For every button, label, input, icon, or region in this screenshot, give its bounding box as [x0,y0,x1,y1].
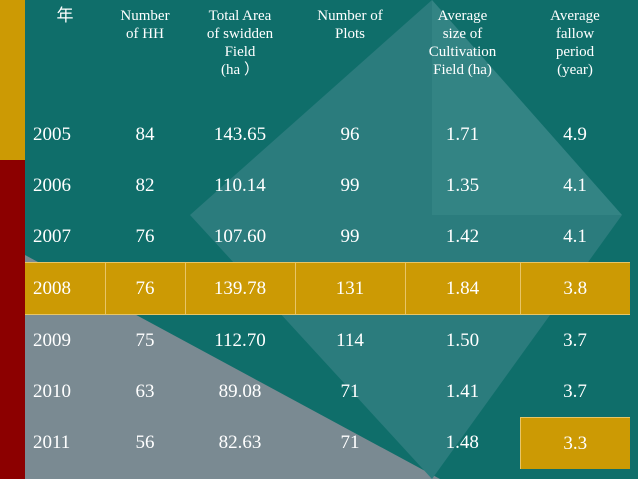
cell-number-of-plots: 99 [340,225,360,247]
cell-year: 2007 [33,225,71,247]
cell-average-size: 1.50 [445,329,480,351]
table-row: 2005 84 143.65 96 1.71 4.9 [25,109,630,160]
cell-year: 2006 [33,174,71,196]
header-number-of-plots: Number of Plots [317,8,383,42]
table-row: 2007 76 107.60 99 1.42 4.1 [25,211,630,263]
cell-total-area: 107.60 [213,225,267,247]
cell-total-area: 82.63 [218,432,262,454]
header-average-fallow: Average fallow period (year) [550,8,600,78]
cell-number-of-plots: 131 [294,262,405,315]
cell-average-fallow: 4.1 [563,225,587,247]
table-header-row: 年 Number of HH Total Area of swidden Fie… [25,0,630,109]
cell-number-of-hh: 56 [135,432,155,454]
cell-average-size: 1.84 [404,262,520,315]
cell-average-size: 1.35 [445,174,480,196]
cell-total-area: 139.78 [184,262,295,315]
header-number-of-hh: Number of HH [120,8,170,42]
header-year: 年 [56,6,74,25]
cell-average-size: 1.41 [445,380,480,402]
cell-average-fallow: 3.7 [563,380,587,402]
table-row: 2009 75 112.70 114 1.50 3.7 [25,315,630,367]
cell-average-fallow-highlighted: 3.3 [519,417,630,469]
cell-number-of-hh: 63 [135,380,155,402]
cell-total-area: 110.14 [214,174,266,196]
accent-bar-gold [0,0,25,160]
cell-number-of-hh: 75 [135,329,155,351]
cell-year: 2010 [33,380,71,402]
header-average-size: Average size of Cultivation Field (ha) [428,8,497,78]
cell-number-of-plots: 114 [336,329,364,351]
cell-year: 2008 [25,262,105,315]
cell-average-size: 1.71 [445,123,480,145]
header-total-area: Total Area of swidden Field (ha ） [206,8,274,78]
cell-number-of-hh: 76 [135,225,155,247]
cell-average-fallow: 3.7 [563,329,587,351]
cell-total-area: 143.65 [213,123,267,145]
table-row: 2011 56 82.63 71 1.48 3.3 [25,417,630,469]
cell-average-size: 1.48 [445,432,479,454]
swidden-data-table: 年 Number of HH Total Area of swidden Fie… [25,0,630,469]
cell-number-of-hh: 76 [104,262,185,315]
accent-bar-red [0,160,25,479]
cell-year: 2005 [33,123,71,145]
diamond-highlight-shape [432,0,622,215]
cell-total-area: 112.70 [214,329,266,351]
cell-number-of-plots: 96 [340,123,360,145]
cell-number-of-hh: 82 [135,174,155,196]
cell-number-of-plots: 71 [340,380,360,402]
cell-number-of-hh: 84 [135,123,155,145]
table-row: 2006 82 110.14 99 1.35 4.1 [25,160,630,211]
cell-average-fallow: 4.9 [563,123,587,145]
cell-year: 2011 [33,432,71,454]
cell-average-fallow: 3.8 [519,262,630,315]
cell-year: 2009 [33,329,71,351]
cell-total-area: 89.08 [218,380,262,402]
cell-average-fallow: 4.1 [563,174,587,196]
cell-number-of-plots: 71 [340,432,360,454]
cell-number-of-plots: 99 [340,174,360,196]
table-row: 2010 63 89.08 71 1.41 3.7 [25,366,630,418]
table-row-highlighted: 2008 76 139.78 131 1.84 3.8 [25,262,630,315]
cell-average-size: 1.42 [445,225,480,247]
